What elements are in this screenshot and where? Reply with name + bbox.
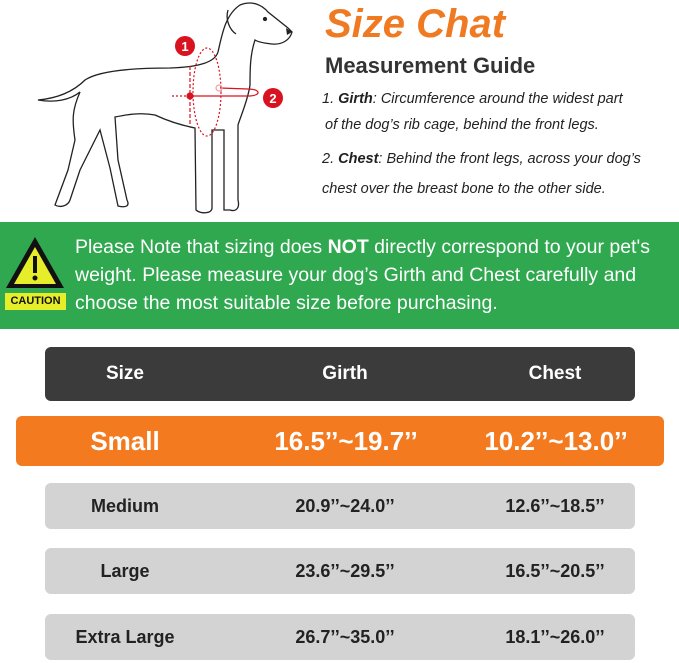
table-row-large: Large 23.6’’~29.5’’ 16.5’’~20.5’’ <box>45 548 635 594</box>
girth-cell: 20.9’’~24.0’’ <box>295 495 395 516</box>
girth-cell: 16.5’’~19.7’’ <box>274 425 418 456</box>
warning-triangle-icon <box>6 237 64 288</box>
sizing-note: Please Note that sizing does NOT directl… <box>75 236 650 314</box>
dog-measurement-diagram: 1 2 <box>37 2 293 214</box>
caution-banner: CAUTION <box>0 222 679 329</box>
girth-marker: 1 <box>175 36 195 56</box>
guide-item-chest: 2. Chest: Behind the front legs, across … <box>322 151 641 167</box>
measurement-lines <box>172 47 259 137</box>
table-row-medium: Medium 20.9’’~24.0’’ 12.6’’~18.5’’ <box>45 483 635 529</box>
page-title: Size Chat <box>325 2 506 46</box>
chest-cell: 16.5’’~20.5’’ <box>505 560 605 581</box>
size-cell: Medium <box>90 495 159 516</box>
table-row-small: Small 16.5’’~19.7’’ 10.2’’~13.0’’ <box>16 416 664 466</box>
dog-nose-icon <box>286 28 292 35</box>
chest-cell: 10.2’’~13.0’’ <box>484 425 628 456</box>
page-subtitle: Measurement Guide <box>325 53 536 78</box>
chest-marker: 2 <box>263 88 283 108</box>
girth-cell: 26.7’’~35.0’’ <box>295 626 395 647</box>
header-girth: Girth <box>322 363 368 384</box>
guide-item-chest-cont: chest over the breast bone to the other … <box>322 181 606 197</box>
size-cell: Small <box>90 425 160 456</box>
girth-cell: 23.6’’~29.5’’ <box>295 560 395 581</box>
svg-text:2: 2 <box>269 91 276 106</box>
table-header: Size Girth Chest <box>45 347 635 401</box>
guide-item-girth-cont: of the dog’s rib cage, behind the front … <box>325 117 599 133</box>
header-chest: Chest <box>528 363 582 384</box>
size-cell: Large <box>100 560 150 581</box>
caution-label: CAUTION <box>5 293 66 310</box>
header-size: Size <box>105 363 145 384</box>
size-cell: Extra Large <box>75 626 175 647</box>
chest-cell: 12.6’’~18.5’’ <box>505 495 605 516</box>
chest-cell: 18.1’’~26.0’’ <box>505 626 605 647</box>
dog-outline-icon <box>37 2 293 214</box>
guide-item-girth: 1. Girth: Circumference around the wides… <box>322 91 623 107</box>
svg-text:1: 1 <box>181 39 188 54</box>
table-row-extra-large: Extra Large 26.7’’~35.0’’ 18.1’’~26.0’’ <box>45 614 635 660</box>
